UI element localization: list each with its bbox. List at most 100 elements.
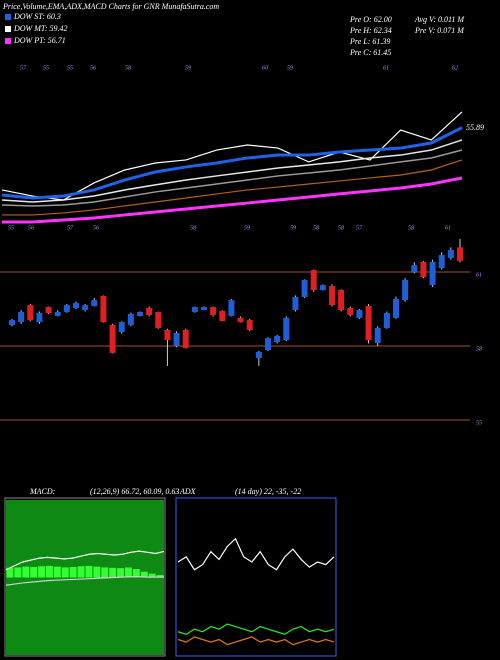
candle-body bbox=[356, 310, 363, 318]
bottom-label: 58 bbox=[408, 225, 414, 231]
bottom-label: 61 bbox=[445, 225, 451, 231]
candle-body bbox=[365, 306, 372, 341]
candle-body bbox=[173, 332, 180, 347]
info-text: Pre C: 61.45 bbox=[349, 48, 391, 57]
candle-body bbox=[447, 250, 454, 258]
series-line bbox=[1, 139, 463, 203]
histogram-bar bbox=[156, 575, 164, 578]
histogram-bar bbox=[30, 567, 38, 578]
histogram-bar bbox=[125, 567, 132, 578]
candle-body bbox=[9, 320, 15, 326]
histogram-bar bbox=[6, 567, 14, 578]
bottom-label: 59 bbox=[290, 225, 296, 231]
bottom-label: 57 bbox=[67, 225, 74, 231]
histogram-bar bbox=[22, 566, 30, 578]
histogram-bar bbox=[148, 573, 156, 578]
candle-body bbox=[374, 328, 381, 344]
candle-body bbox=[73, 303, 79, 309]
candle-body bbox=[36, 312, 43, 323]
candle-body bbox=[347, 308, 354, 315]
y-tick-label: 55 bbox=[476, 420, 482, 426]
info-text: Pre O: 62.00 bbox=[349, 15, 392, 24]
bottom-label: 59 bbox=[244, 225, 250, 231]
candle-body bbox=[137, 311, 143, 316]
candle-body bbox=[265, 338, 271, 350]
page-title: Price,Volume,EMA,ADX,MACD Charts for GNR… bbox=[2, 2, 219, 11]
panel-params: (12,26,9) 66.72, 60.09, 0.63 bbox=[90, 487, 179, 496]
y-tick-label: 58 bbox=[476, 346, 482, 352]
bottom-label: 58 bbox=[313, 225, 319, 231]
top-label: 61 bbox=[383, 65, 389, 71]
candle-body bbox=[383, 312, 390, 329]
bottom-label: 56 bbox=[93, 225, 99, 231]
candle-body bbox=[201, 307, 207, 311]
candle-body bbox=[237, 317, 244, 323]
series-line bbox=[1, 149, 463, 207]
legend-swatch bbox=[5, 14, 11, 20]
candle-body bbox=[310, 270, 317, 291]
bottom-label: 58 bbox=[338, 225, 344, 231]
bottom-label: 57 bbox=[356, 225, 363, 231]
histogram-bar bbox=[140, 571, 148, 578]
candle-body bbox=[283, 317, 290, 341]
candle-body bbox=[246, 320, 253, 330]
top-label: 57 bbox=[20, 65, 27, 71]
candle-body bbox=[109, 325, 116, 353]
top-label: 55 bbox=[43, 65, 49, 71]
candle-body bbox=[210, 307, 217, 315]
candle-body bbox=[319, 285, 326, 291]
candle-body bbox=[338, 290, 345, 311]
info-text: Pre H: 62.34 bbox=[349, 26, 392, 35]
bottom-label: 55 bbox=[8, 225, 14, 231]
series-line bbox=[5, 576, 165, 586]
top-label: 59 bbox=[287, 65, 293, 71]
candle-body bbox=[91, 300, 98, 307]
series-line bbox=[2, 159, 463, 216]
series-line bbox=[177, 636, 335, 646]
legend-label: DOW MT: 59.42 bbox=[13, 24, 68, 33]
histogram-bar bbox=[61, 567, 69, 578]
legend-label: DOW PT: 56.71 bbox=[13, 36, 66, 45]
candle-body bbox=[457, 247, 463, 261]
histogram-bar bbox=[14, 567, 22, 578]
series-line bbox=[5, 550, 165, 571]
series-line bbox=[177, 537, 335, 571]
candle-body bbox=[219, 310, 226, 322]
histogram-bar bbox=[117, 568, 124, 578]
macd-frame bbox=[4, 497, 166, 657]
bottom-label: 58 bbox=[190, 225, 196, 231]
top-label: 62 bbox=[452, 65, 458, 71]
candle-body bbox=[45, 307, 52, 313]
candle-body bbox=[228, 300, 235, 316]
panel-params: (14 day) 22, -35, -22 bbox=[235, 487, 301, 496]
candle-body bbox=[27, 305, 34, 321]
series-line bbox=[1, 126, 463, 200]
histogram-bar bbox=[132, 568, 140, 578]
histogram-bar bbox=[46, 565, 53, 578]
candle-body bbox=[420, 261, 427, 277]
candle-body bbox=[402, 279, 409, 301]
panel-background bbox=[6, 500, 164, 655]
candle-body bbox=[164, 329, 171, 341]
legend-swatch bbox=[5, 38, 11, 44]
histogram-bar bbox=[93, 566, 101, 578]
candle-body bbox=[118, 322, 125, 332]
histogram-bar bbox=[109, 567, 117, 578]
legend-label: DOW ST: 60.3 bbox=[13, 12, 61, 21]
histogram-bar bbox=[101, 567, 109, 578]
top-label: 55 bbox=[67, 65, 73, 71]
series-line bbox=[177, 623, 335, 635]
info-text: Pre V: 0.071 M bbox=[414, 26, 465, 35]
candle-body bbox=[54, 311, 61, 316]
top-label: 56 bbox=[90, 65, 96, 71]
top-label: 60 bbox=[262, 65, 268, 71]
histogram-bar bbox=[38, 566, 45, 578]
candle-body bbox=[82, 305, 89, 311]
candle-body bbox=[191, 307, 198, 312]
panel-label: ADX bbox=[179, 487, 197, 496]
histogram-bar bbox=[69, 567, 77, 578]
candle-body bbox=[393, 298, 399, 318]
candle-body bbox=[329, 286, 335, 306]
candle-body bbox=[255, 351, 262, 359]
